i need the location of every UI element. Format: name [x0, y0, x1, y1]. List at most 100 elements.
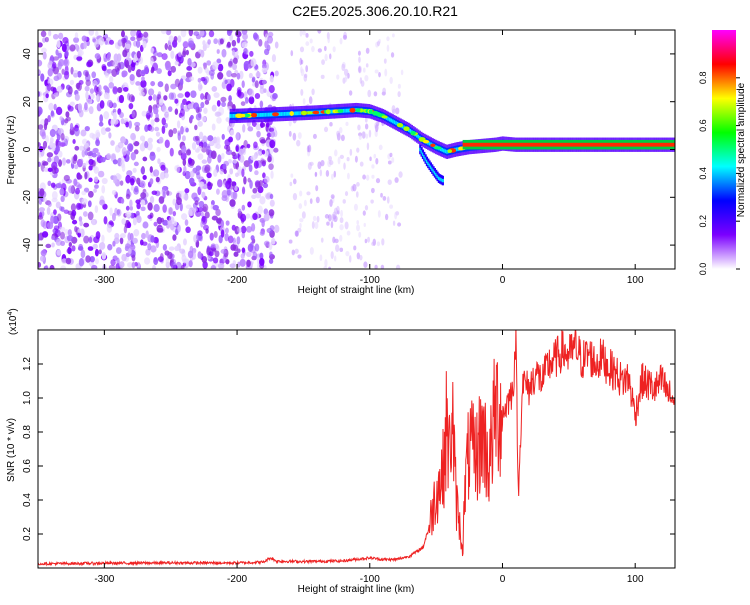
heatmap-cell [103, 216, 108, 225]
heatmap-cell [147, 137, 153, 144]
heatmap-cell [191, 142, 197, 151]
heatmap-cell [342, 34, 348, 40]
heatmap-cell [146, 110, 151, 116]
heatmap-cell [185, 149, 192, 156]
heatmap-cell [241, 80, 245, 89]
heatmap-cell [210, 150, 217, 160]
heatmap-cell [363, 261, 368, 269]
heatmap-cell [217, 179, 223, 188]
heatmap-cell [91, 71, 97, 79]
heatmap-cell [38, 233, 42, 241]
heatmap-cell [336, 74, 340, 80]
heatmap-cell [61, 258, 68, 265]
heatmap-cell [144, 124, 149, 132]
heatmap-cell [235, 132, 240, 141]
heatmap-cell [99, 199, 106, 206]
heatmap-cell [381, 238, 385, 246]
y-tick-label: -40 [22, 237, 33, 252]
heatmap-cell [74, 187, 81, 195]
heatmap-cell [317, 30, 322, 34]
heatmap-cell [269, 75, 274, 83]
heatmap-cell [368, 109, 373, 115]
heatmap-cell [241, 247, 246, 253]
heatmap-cell [175, 164, 180, 174]
heatmap-cell [324, 53, 328, 62]
heatmap-cell [329, 109, 332, 114]
heatmap-cell [119, 180, 124, 186]
heatmap-cell [382, 196, 387, 201]
heatmap-cell [271, 112, 273, 117]
heatmap-cell [101, 185, 106, 194]
heatmap-cell [220, 96, 227, 103]
heatmap-cell [395, 121, 398, 125]
heatmap-cell [45, 93, 49, 99]
heatmap-cell [336, 130, 341, 137]
heatmap-cell [200, 101, 205, 109]
heatmap-cell [268, 163, 274, 171]
heatmap-cell [74, 127, 80, 137]
heatmap-cell [227, 235, 234, 244]
heatmap-cell [120, 118, 125, 125]
heatmap-cell [274, 41, 279, 49]
heatmap-cell [362, 174, 366, 180]
heatmap-cell [88, 158, 94, 166]
heatmap-cell [67, 229, 72, 236]
heatmap-cell [417, 134, 420, 139]
heatmap-cell [347, 108, 350, 113]
heatmap-cell [372, 111, 379, 116]
heatmap-cell [319, 169, 323, 177]
heatmap-cell [299, 190, 303, 197]
heatmap-cell [215, 208, 221, 217]
heatmap-cell [345, 250, 350, 257]
heatmap-cell [393, 120, 396, 125]
heatmap-cell [91, 218, 96, 226]
heatmap-cell [336, 205, 340, 214]
x-tick-label: 0 [500, 275, 506, 286]
heatmap-cell [167, 44, 173, 51]
heatmap-cell [241, 186, 246, 195]
heatmap-cell [214, 250, 220, 258]
heatmap-cell [387, 116, 390, 121]
heatmap-cell [38, 59, 43, 67]
heatmap-cell [163, 109, 170, 115]
heatmap-cell [224, 227, 229, 234]
heatmap-cell [340, 134, 345, 142]
heatmap-cell [410, 130, 416, 135]
heatmap-cell [81, 149, 86, 158]
heatmap-cell [386, 36, 390, 42]
heatmap-cell [182, 98, 187, 106]
heatmap-cell [139, 44, 144, 53]
heatmap-cell [366, 142, 370, 151]
heatmap-cell [100, 156, 106, 163]
heatmap-cell [68, 241, 73, 248]
heatmap-cell [197, 145, 203, 151]
heatmap-cell [168, 35, 174, 43]
heatmap-cell [194, 200, 199, 206]
heatmap-cell [69, 79, 75, 86]
heatmap-cell [260, 139, 267, 144]
heatmap-cell [119, 233, 126, 239]
heatmap-cell [142, 40, 147, 49]
heatmap-cell [228, 95, 232, 102]
heatmap-cell [389, 76, 393, 84]
heatmap-cell [250, 58, 257, 68]
heatmap-cell [329, 53, 332, 60]
heatmap-cell [119, 261, 125, 269]
heatmap-cell [68, 185, 75, 194]
spectrogram-x-ticks: -300 -200 -100 0 100 [94, 30, 644, 286]
heatmap-cell [156, 146, 161, 153]
heatmap-cell [103, 85, 108, 91]
heatmap-cell [168, 246, 175, 251]
heatmap-cell [226, 83, 232, 92]
heatmap-cell [42, 51, 47, 60]
heatmap-cell [164, 43, 169, 51]
heatmap-cell [311, 88, 315, 96]
heatmap-cell [170, 83, 177, 90]
heatmap-cell [151, 190, 158, 196]
heatmap-cell [341, 63, 346, 72]
heatmap-cell [65, 111, 70, 118]
heatmap-cell [236, 72, 241, 80]
heatmap-cell [229, 263, 236, 269]
heatmap-cell [86, 98, 93, 105]
